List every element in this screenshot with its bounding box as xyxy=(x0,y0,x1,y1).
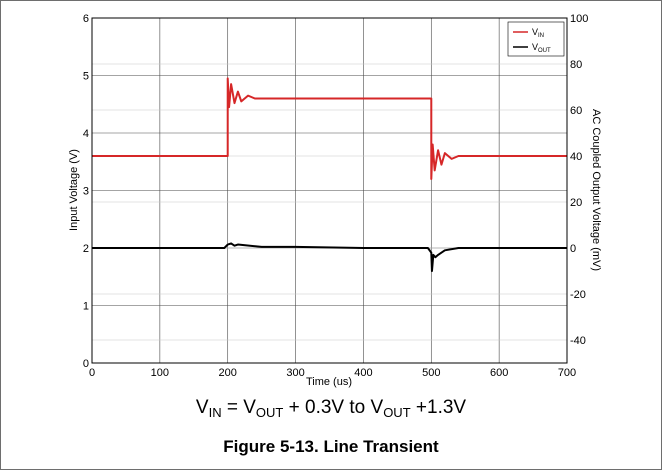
y-tick-label-right: 40 xyxy=(570,151,582,163)
y-axis-label-right: AC Coupled Output Voltage (mV) xyxy=(590,109,602,271)
y-tick-label-right: 100 xyxy=(570,13,588,25)
y-tick-label-left: 5 xyxy=(83,71,89,83)
x-tick-label: 200 xyxy=(219,367,237,379)
series-line-out xyxy=(92,242,567,272)
figure-caption: Figure 5-13. Line Transient xyxy=(223,437,439,456)
y-tick-label-left: 0 xyxy=(83,358,89,370)
x-tick-label: 600 xyxy=(490,367,508,379)
x-tick-label: 500 xyxy=(422,367,440,379)
y-tick-label-right: -20 xyxy=(570,289,586,301)
y-tick-label-left: 2 xyxy=(83,243,89,255)
formula-sub-out-1: OUT xyxy=(255,405,284,420)
y-tick-label-left: 6 xyxy=(83,13,89,25)
y-axis-label-left: Input Voltage (V) xyxy=(68,149,80,231)
tick-labels: 0 100 200 300 400 500 600 700 0 1 2 3 4 5 6 -40 -20 0 20 40… xyxy=(83,13,588,379)
y-tick-label-left: 3 xyxy=(83,186,89,198)
x-tick-label: 700 xyxy=(558,367,576,379)
formula-t3: +1.3V xyxy=(410,397,467,418)
series-layer xyxy=(92,77,567,272)
x-tick-label: 400 xyxy=(354,367,372,379)
x-tick-label: 100 xyxy=(151,367,169,379)
grid-lines xyxy=(91,17,568,364)
y-tick-label-right: 20 xyxy=(570,197,582,209)
legend-box xyxy=(507,21,565,57)
y-tick-label-right: 80 xyxy=(570,59,582,71)
x-axis-label: Time (us) xyxy=(306,376,352,388)
series-line-in xyxy=(92,77,567,180)
y-tick-label-right: -40 xyxy=(570,335,586,347)
formula-sub-out-2: OUT xyxy=(383,405,411,420)
formula-t1: = V xyxy=(221,397,256,418)
y-tick-label-right: 60 xyxy=(570,105,582,117)
formula-t2: + 0.3V to V xyxy=(283,397,384,418)
plot-border xyxy=(91,17,568,364)
x-tick-label: 300 xyxy=(286,367,304,379)
formula-sub-in: IN xyxy=(208,405,222,420)
y-tick-label-left: 1 xyxy=(83,301,89,313)
y-tick-label-right: 0 xyxy=(570,243,576,255)
formula-v1: V xyxy=(195,397,209,418)
line-transient-chart: 0 100 200 300 400 500 600 700 0 1 2 3 4 5 6 -40 -20 0 20 40… xyxy=(68,13,602,388)
y-tick-label-left: 4 xyxy=(83,128,89,140)
x-tick-label: 0 xyxy=(89,367,95,379)
formula-text: VIN = VOUT + 0.3V to VOUT +1.3V xyxy=(0,397,662,420)
